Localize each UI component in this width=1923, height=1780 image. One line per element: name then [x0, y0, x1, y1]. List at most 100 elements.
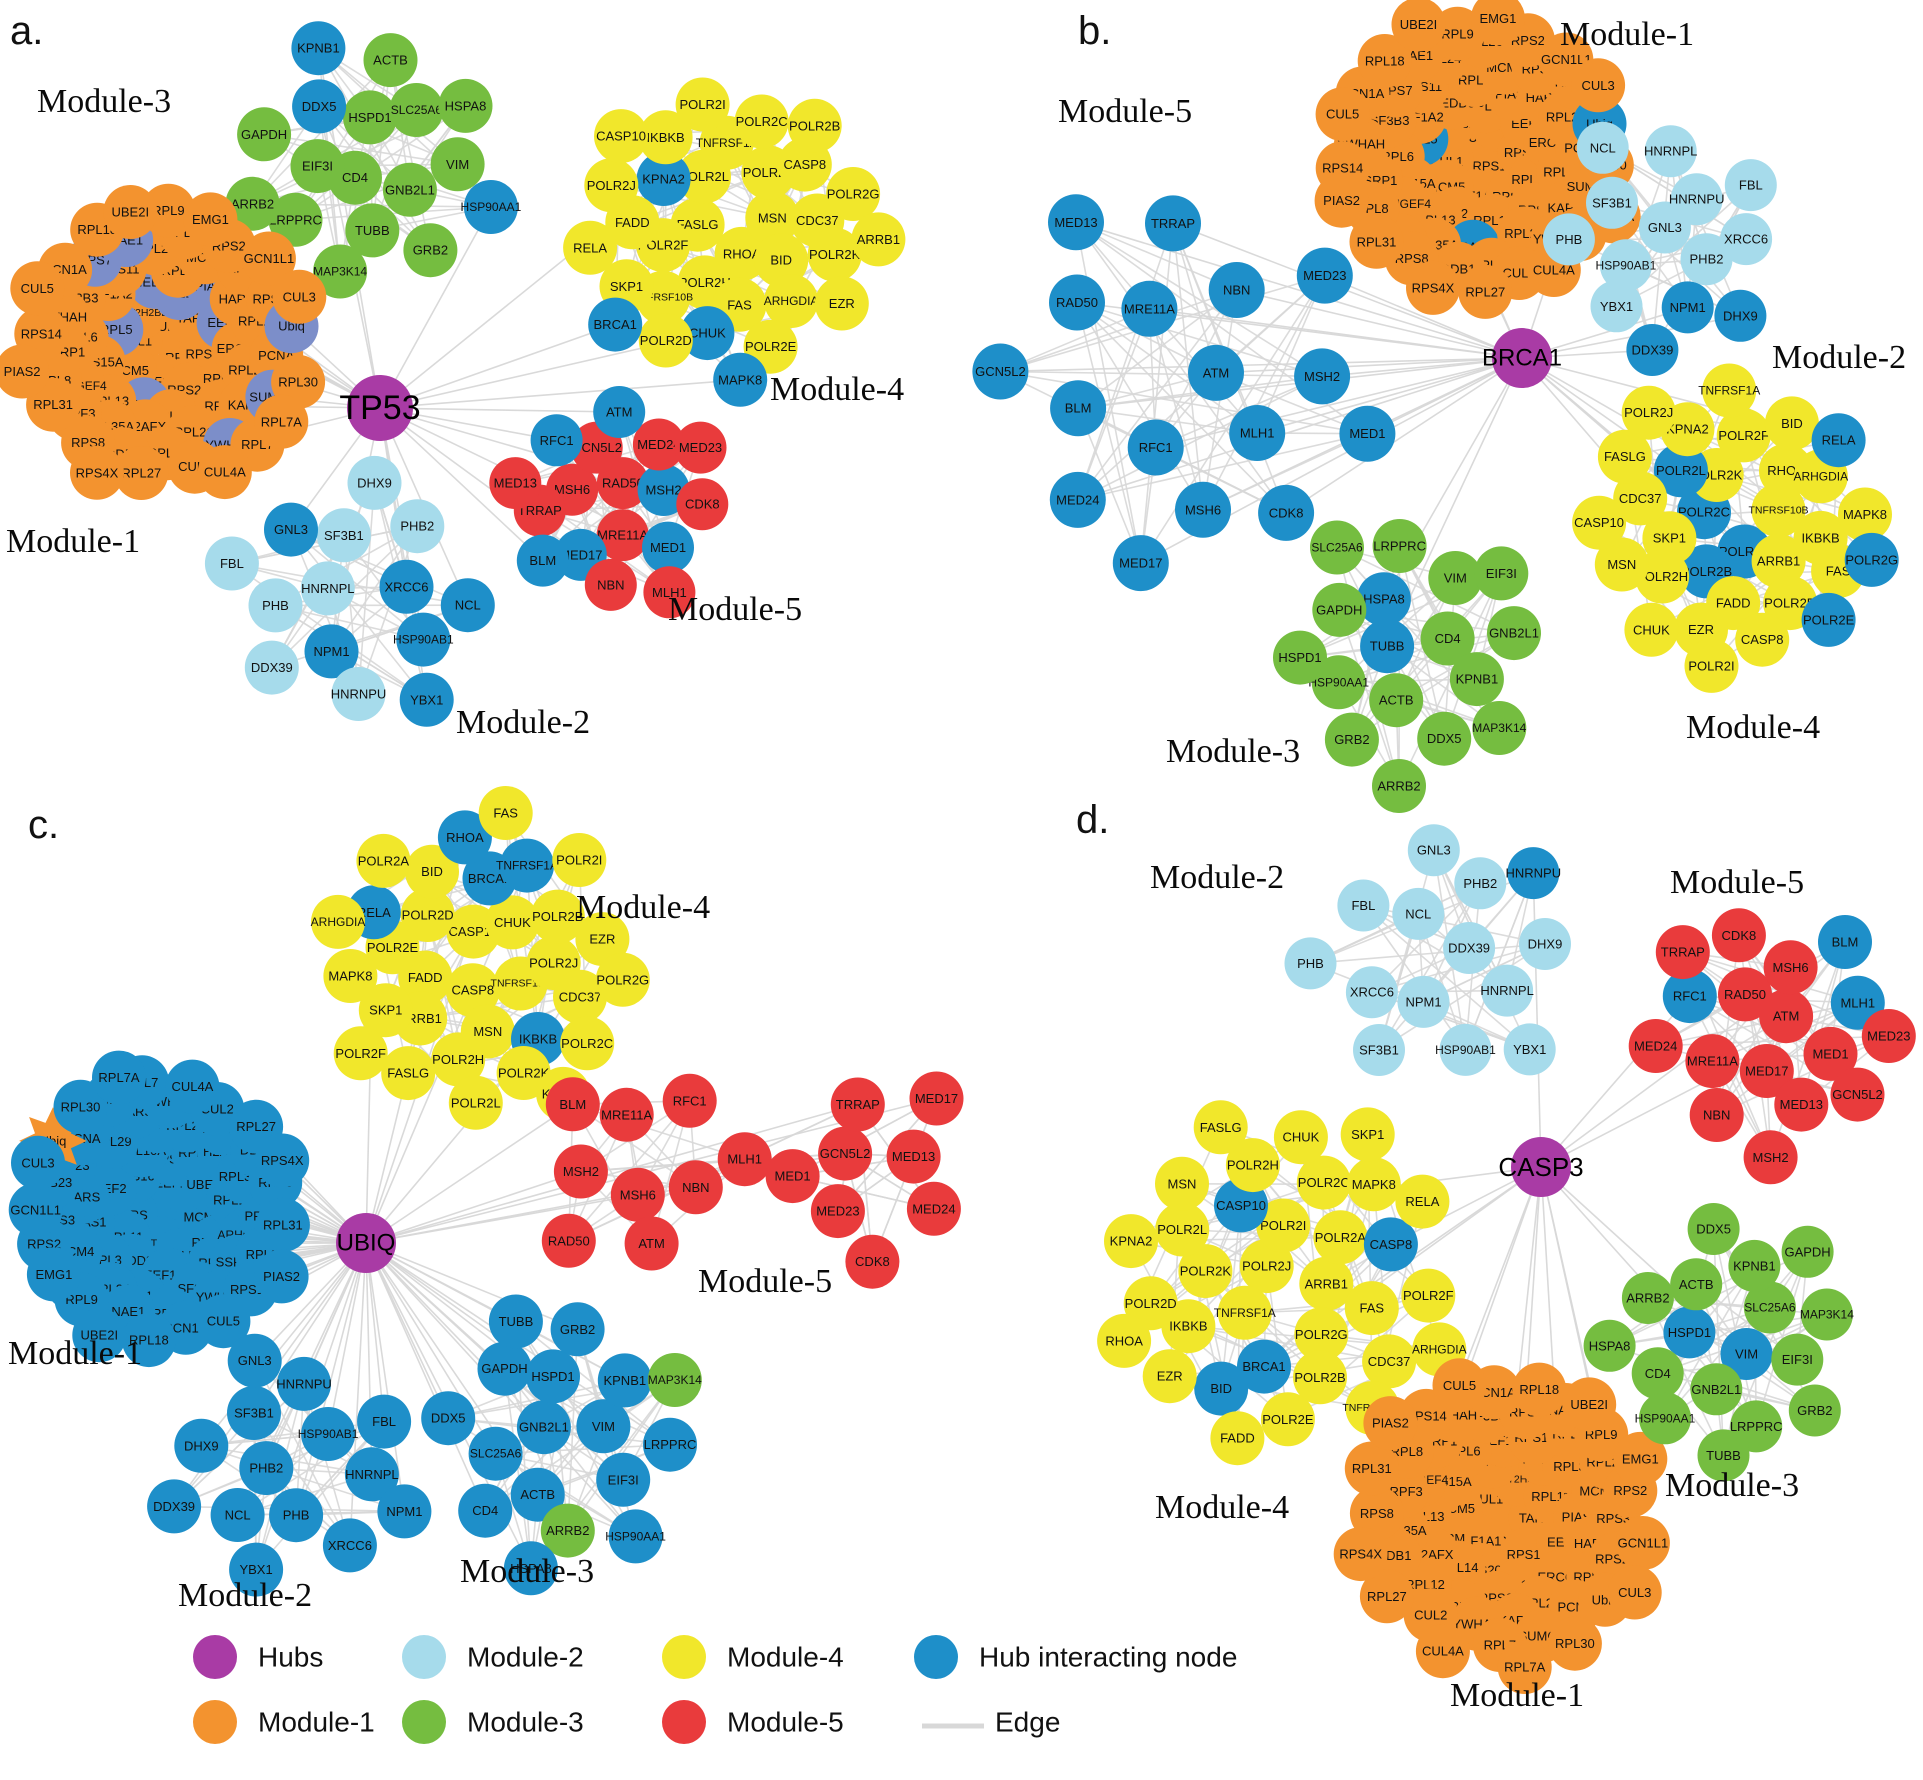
- node-label: CUL5: [1326, 107, 1359, 122]
- node-label: MSH2: [1304, 369, 1340, 384]
- module-label-c-module-3: Module-3: [460, 1553, 594, 1590]
- node-label: ARRB2: [1377, 779, 1420, 794]
- node-label: RPL30: [278, 374, 318, 389]
- node-label: XRCC6: [328, 1538, 372, 1553]
- node-label: DDX5: [1696, 1222, 1731, 1237]
- node-label: MRE11A: [597, 528, 648, 543]
- node-label: RPL27: [1367, 1589, 1407, 1604]
- node-label: MRE11A: [601, 1107, 652, 1122]
- node-label: RPL31: [263, 1217, 303, 1232]
- node-label: SKP1: [610, 279, 643, 294]
- node-label: NPM1: [1670, 300, 1706, 315]
- node-label: GRB2: [1334, 732, 1369, 747]
- node-label: FASLG: [1604, 449, 1646, 464]
- node-label: SF3B1: [324, 528, 364, 543]
- node-label: RPL9: [1441, 26, 1474, 41]
- node-label: EMG1: [1479, 11, 1516, 26]
- legend-swatch-module-2: [402, 1635, 446, 1679]
- hub-label-UBIQ: UBIQ: [337, 1230, 396, 1257]
- node-label: POLR2L: [1656, 463, 1706, 478]
- node-label: MSN: [1607, 557, 1636, 572]
- node-label: LRPPRC: [644, 1437, 697, 1452]
- node-label: POLR2C: [561, 1036, 613, 1051]
- node-label: RPS4X: [76, 465, 119, 480]
- node-label: POLR2K: [1180, 1264, 1232, 1279]
- node-label: GCN5L2: [975, 364, 1026, 379]
- panel-letter-d: d.: [1076, 798, 1109, 842]
- node-label: VIM: [1444, 571, 1467, 586]
- node-label: CHUK: [1282, 1130, 1319, 1145]
- node-label: POLR2L: [451, 1095, 501, 1110]
- legend-label-0-3: Hub interacting node: [979, 1642, 1237, 1673]
- node-label: HNRNPL: [1644, 144, 1697, 159]
- node-label: MAPK8: [328, 969, 372, 984]
- node-label: GNB2L1: [385, 182, 435, 197]
- node-label: DHX9: [1723, 308, 1758, 323]
- node-label: XRCC6: [384, 579, 428, 594]
- node-label: POLR2I: [1688, 658, 1734, 673]
- node-label: PIAS2: [1323, 193, 1360, 208]
- node-label: GAPDH: [1784, 1244, 1830, 1259]
- node-label: POLR2B: [789, 118, 840, 133]
- legend-label-0-2: Module-4: [727, 1642, 844, 1673]
- node-label: GCN5L2: [1832, 1087, 1883, 1102]
- node-label: FADD: [1220, 1431, 1255, 1446]
- node-label: TRRAP: [1661, 945, 1705, 960]
- node-label: POLR2G: [1295, 1327, 1348, 1342]
- node-label: DDX5: [431, 1411, 466, 1426]
- node-label: GNL3: [1417, 843, 1451, 858]
- node-label: RFC1: [1139, 440, 1173, 455]
- node-label: POLR2G: [596, 972, 649, 987]
- node-label: RPS8: [1360, 1506, 1394, 1521]
- node-label: GAPDH: [1316, 602, 1362, 617]
- node-label: PIAS2: [4, 364, 41, 379]
- node-label: RHOA: [1105, 1333, 1143, 1348]
- node-label: RPL31: [33, 397, 73, 412]
- node-label: POLR2E: [745, 339, 797, 354]
- node-label: GNB2L1: [1489, 626, 1539, 641]
- node-label: NCL: [1405, 906, 1431, 921]
- node-label: TNFRSF1A: [1698, 384, 1760, 398]
- node-label: PIAS2: [1372, 1416, 1409, 1431]
- module-label-a-module-5: Module-5: [668, 591, 802, 628]
- node-label: MRE11A: [1687, 1054, 1738, 1069]
- node-label: HNRNPL: [301, 581, 354, 596]
- node-label: XRCC6: [1350, 985, 1394, 1000]
- node-label: CD4: [1435, 631, 1461, 646]
- node-label: YBX1: [1513, 1042, 1546, 1057]
- node-label: UBE2I: [1570, 1397, 1608, 1412]
- node-label: MLH1: [1240, 426, 1275, 441]
- node-label: HSP90AB1: [1596, 258, 1657, 272]
- legend-label-0-1: Module-2: [467, 1642, 584, 1673]
- node-label: GNL3: [238, 1353, 272, 1368]
- legend-swatch-module-4: [662, 1635, 706, 1679]
- node-label: RELA: [1822, 433, 1856, 448]
- node-label: POLR2D: [402, 908, 454, 923]
- node-label: BID: [1210, 1381, 1232, 1396]
- node-label: BID: [1781, 416, 1803, 431]
- node-label: MED23: [1303, 268, 1346, 283]
- node-label: PHB2: [1463, 876, 1497, 891]
- node-label: POLR2J: [587, 178, 636, 193]
- node-label: MAP3K14: [313, 265, 367, 279]
- node-label: POLR2J: [1242, 1259, 1291, 1274]
- node-label: CASP8: [451, 983, 494, 998]
- node-label: BRCA1: [1242, 1359, 1285, 1374]
- node-label: BLM: [529, 553, 556, 568]
- node-label: PIAS2: [263, 1269, 300, 1284]
- module-label-d-module-1: Module-1: [1450, 1677, 1584, 1714]
- node-label: SLC25A6: [1744, 1301, 1796, 1315]
- node-label: NPM1: [1405, 994, 1441, 1009]
- legend-swatch-module-3: [402, 1700, 446, 1744]
- node-label: HSPD1: [348, 110, 391, 125]
- node-label: CDK8: [685, 497, 720, 512]
- node-label: CASP8: [1370, 1237, 1413, 1252]
- node-label: ARHGDIA: [764, 294, 819, 308]
- node-label: DDX5: [1427, 731, 1462, 746]
- node-label: RAD50: [1056, 295, 1098, 310]
- node-label: HNRNPU: [1669, 192, 1725, 207]
- node-label: EMG1: [1622, 1451, 1659, 1466]
- node-label: ATM: [1203, 365, 1229, 380]
- node-label: MSH2: [1753, 1150, 1789, 1165]
- node-label: DHX9: [184, 1438, 219, 1453]
